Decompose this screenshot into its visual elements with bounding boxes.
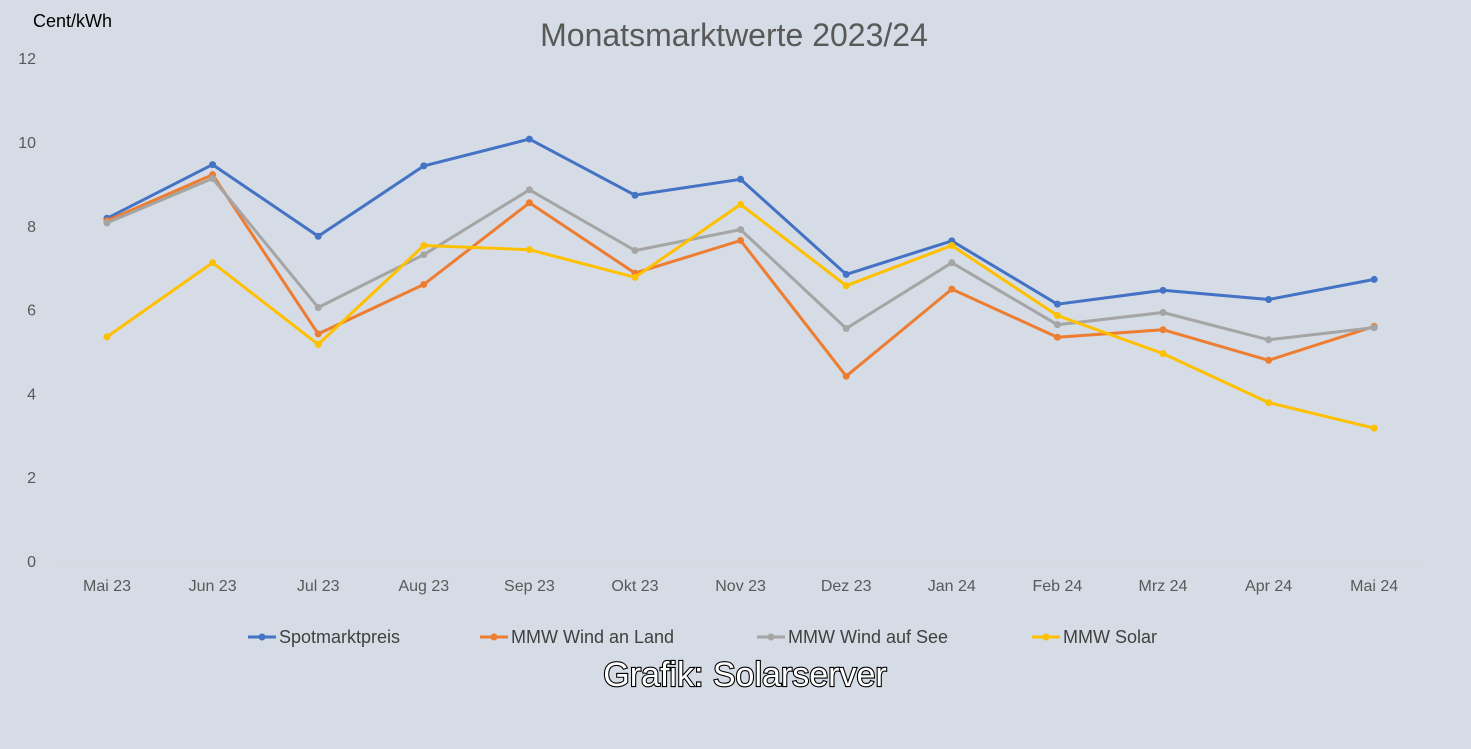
legend-item: MMW Solar	[1032, 627, 1157, 647]
data-point	[1265, 399, 1273, 407]
data-point	[1053, 300, 1061, 308]
data-point	[1370, 424, 1378, 432]
data-point	[1159, 309, 1167, 317]
y-tick-label: 4	[27, 386, 36, 403]
y-tick-label: 2	[27, 470, 36, 487]
y-axis-ticks: 0 2 4 6 8 10 12	[18, 51, 36, 571]
data-point	[420, 162, 428, 170]
data-point	[842, 270, 850, 278]
data-point	[525, 186, 533, 194]
legend-label: Spotmarktpreis	[279, 627, 400, 647]
series-3	[103, 200, 1378, 432]
data-point	[631, 273, 639, 281]
legend-marker	[1042, 633, 1050, 641]
y-tick-label: 12	[18, 51, 36, 68]
data-point	[842, 282, 850, 290]
data-point	[420, 241, 428, 249]
data-point	[631, 191, 639, 199]
data-point	[420, 251, 428, 259]
data-point	[103, 219, 111, 227]
x-tick-label: Nov 23	[715, 578, 766, 595]
legend-label: MMW Wind auf See	[788, 627, 948, 647]
data-point	[314, 340, 322, 348]
legend-item: Spotmarktpreis	[248, 627, 400, 647]
data-point	[948, 241, 956, 249]
x-tick-label: Apr 24	[1245, 578, 1292, 595]
data-point	[209, 259, 217, 267]
x-tick-label: Dez 23	[821, 578, 872, 595]
x-tick-label: Jul 23	[297, 578, 340, 595]
data-point	[1053, 333, 1061, 341]
data-point	[1159, 326, 1167, 334]
data-point	[209, 161, 217, 169]
x-tick-label: Mai 23	[83, 578, 131, 595]
series-0	[103, 135, 1378, 308]
series-1	[103, 171, 1378, 380]
legend-label: MMW Solar	[1063, 627, 1157, 647]
x-tick-label: Okt 23	[611, 578, 658, 595]
data-point	[1265, 336, 1273, 344]
y-tick-label: 10	[18, 135, 36, 152]
legend-item: MMW Wind auf See	[757, 627, 948, 647]
legend-marker	[258, 633, 266, 641]
x-tick-label: Feb 24	[1032, 578, 1082, 595]
legend-marker	[767, 633, 775, 641]
data-point	[1053, 311, 1061, 319]
data-point	[314, 304, 322, 312]
data-point	[1159, 286, 1167, 294]
chart-title: Monatsmarktwerte 2023/24	[540, 17, 928, 53]
data-point	[1265, 356, 1273, 364]
data-point	[525, 199, 533, 207]
data-point	[1159, 350, 1167, 358]
data-point	[737, 226, 745, 234]
y-tick-label: 6	[27, 303, 36, 320]
data-point	[948, 259, 956, 267]
data-point	[420, 280, 428, 288]
data-point	[737, 175, 745, 183]
y-tick-label: 8	[27, 219, 36, 236]
series-layer	[103, 135, 1378, 432]
legend-label: MMW Wind an Land	[511, 627, 674, 647]
data-point	[842, 372, 850, 380]
x-axis-ticks: Mai 23 Jun 23 Jul 23 Aug 23 Sep 23 Okt 23 Nov …	[83, 578, 1398, 595]
data-point	[737, 200, 745, 208]
x-tick-label: Mai 24	[1350, 578, 1398, 595]
x-tick-label: Jan 24	[928, 578, 976, 595]
y-tick-label: 0	[27, 554, 36, 571]
y-axis-unit-label: Cent/kWh	[33, 11, 112, 31]
series-2	[103, 174, 1378, 344]
x-tick-label: Jun 23	[189, 578, 237, 595]
legend-marker	[490, 633, 498, 641]
data-point	[948, 285, 956, 293]
legend: Spotmarktpreis MMW Wind an Land MMW Wind a…	[248, 627, 1157, 647]
data-point	[842, 324, 850, 332]
data-point	[209, 174, 217, 182]
data-point	[1370, 324, 1378, 332]
credit-watermark: Grafik: Solarserver	[603, 656, 886, 694]
legend-item: MMW Wind an Land	[480, 627, 674, 647]
data-point	[737, 236, 745, 244]
data-point	[525, 135, 533, 143]
x-tick-label: Mrz 24	[1139, 578, 1188, 595]
x-tick-label: Sep 23	[504, 578, 555, 595]
data-point	[314, 330, 322, 338]
data-point	[525, 246, 533, 254]
data-point	[1053, 321, 1061, 329]
data-point	[314, 232, 322, 240]
data-point	[1370, 275, 1378, 283]
data-point	[631, 247, 639, 255]
data-point	[103, 333, 111, 341]
x-tick-label: Aug 23	[398, 578, 449, 595]
data-point	[1265, 296, 1273, 304]
